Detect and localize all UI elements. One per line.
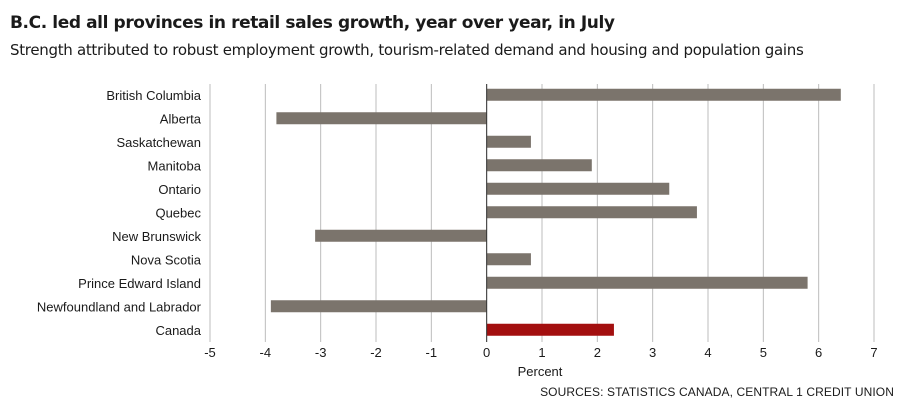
bar <box>486 182 670 195</box>
x-tick-label: -3 <box>315 345 327 360</box>
category-label: Quebec <box>155 205 201 220</box>
bar <box>486 323 614 336</box>
x-tick-label: -5 <box>204 345 216 360</box>
chart-subtitle: Strength attributed to robust employment… <box>10 41 804 59</box>
category-label: New Brunswick <box>112 229 201 244</box>
category-label: Saskatchewan <box>116 135 201 150</box>
bar <box>486 206 697 219</box>
x-tick-label: 4 <box>704 345 711 360</box>
bar <box>315 229 487 242</box>
category-label: Alberta <box>160 111 202 126</box>
x-tick-label: 5 <box>760 345 767 360</box>
x-tick-label: 0 <box>483 345 490 360</box>
x-tick-label: 6 <box>815 345 822 360</box>
category-label: Prince Edward Island <box>78 276 201 291</box>
chart-title: B.C. led all provinces in retail sales g… <box>10 13 615 33</box>
x-tick-label: 2 <box>594 345 601 360</box>
x-axis-label: Percent <box>518 364 563 379</box>
category-label: Newfoundland and Labrador <box>37 299 202 314</box>
x-tick-label: -4 <box>260 345 272 360</box>
category-labels: British Columbia Alberta Saskatchewan Manit… <box>37 88 202 338</box>
bar <box>270 300 487 313</box>
x-tick-label: 3 <box>649 345 656 360</box>
x-tick-label: 7 <box>870 345 877 360</box>
source-note: SOURCES: STATISTICS CANADA, CENTRAL 1 CR… <box>540 385 894 399</box>
grid-lines <box>209 84 875 342</box>
x-tick-labels: -5 -4 -3 -2 -1 0 1 2 3 4 5 6 7 <box>204 345 877 360</box>
category-label: British Columbia <box>106 88 201 103</box>
bar <box>486 135 531 148</box>
category-label: Manitoba <box>148 158 202 173</box>
bars <box>270 84 841 342</box>
x-tick-label: -1 <box>426 345 438 360</box>
category-label: Nova Scotia <box>131 252 202 267</box>
x-tick-label: 1 <box>538 345 545 360</box>
x-tick-label: -2 <box>370 345 382 360</box>
category-label: Canada <box>155 323 201 338</box>
category-label: Ontario <box>158 182 201 197</box>
bar <box>486 159 592 172</box>
bar <box>276 112 487 125</box>
bar <box>486 276 808 289</box>
bar <box>486 253 531 266</box>
bar <box>486 88 841 101</box>
